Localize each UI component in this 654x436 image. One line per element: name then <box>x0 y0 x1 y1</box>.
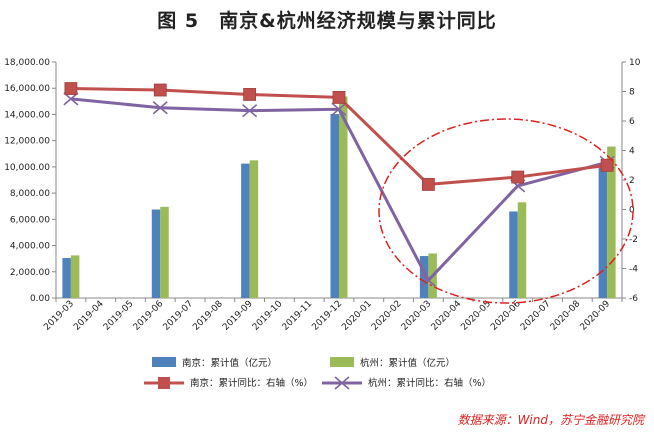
legend-item: 杭州：累计值（亿元） <box>330 357 455 369</box>
line-point <box>242 104 258 118</box>
legend-item: 杭州：累计同比：右轴（%） <box>322 376 491 390</box>
bar <box>241 163 250 298</box>
right-tick-label: -6 <box>629 294 638 304</box>
right-tick-label: -2 <box>629 235 638 245</box>
line-point <box>421 178 435 191</box>
bar <box>339 96 348 298</box>
legend-label: 南京：累计同比：右轴（%） <box>190 377 313 389</box>
line-point-stroke <box>152 101 168 115</box>
line-point-stroke <box>331 102 347 116</box>
left-tick-label: 8,000.00 <box>10 189 50 199</box>
x-tick-label: 2019-07 <box>162 299 196 333</box>
x-tick-label: 2019-09 <box>221 299 255 333</box>
chart-title: 图 5 南京&杭州经济规模与累计同比 <box>157 10 497 32</box>
bar <box>509 211 518 298</box>
x-axis-ticks: 2019-032019-042019-052019-062019-072019-… <box>42 298 623 333</box>
left-tick-label: 16,000.00 <box>4 84 50 94</box>
left-tick-label: 2,000.00 <box>10 268 50 278</box>
x-tick-label: 2020-01 <box>340 299 374 333</box>
left-tick-label: 18,000.00 <box>4 58 50 68</box>
left-tick-label: 12,000.00 <box>4 137 50 147</box>
x-tick-label: 2019-03 <box>42 299 76 333</box>
legend-marker <box>158 377 170 389</box>
bar <box>607 146 616 298</box>
source-note: 数据来源：Wind，苏宁金融研究院 <box>457 413 644 427</box>
line-point-stroke <box>420 273 436 287</box>
line-point <box>600 158 614 172</box>
x-tick-label: 2019-06 <box>132 299 166 333</box>
x-tick-label: 2019-12 <box>310 299 344 333</box>
legend-item: 南京：累计值（亿元） <box>152 357 277 369</box>
line-point-stroke <box>242 104 258 118</box>
bar <box>330 114 339 298</box>
line-point <box>243 88 257 101</box>
left-tick-label: 0.00 <box>30 294 50 304</box>
highlight-ellipse <box>378 118 634 304</box>
bar <box>151 209 161 298</box>
right-tick-label: 6 <box>629 117 635 127</box>
line-point <box>420 273 436 287</box>
x-tick-label: 2020-08 <box>549 299 583 333</box>
line-point <box>152 101 168 115</box>
x-tick-label: 2020-07 <box>519 299 553 333</box>
right-tick-label: -4 <box>629 265 638 275</box>
legend-label: 南京：累计值（亿元） <box>182 357 277 369</box>
lines-group <box>63 82 615 287</box>
right-tick-label: 8 <box>629 88 635 98</box>
line-point <box>331 102 347 116</box>
x-tick-label: 2019-11 <box>281 299 315 333</box>
annotation-group <box>378 118 634 304</box>
right-tick-label: 0 <box>629 206 635 216</box>
legend-label: 杭州：累计同比：右轴（%） <box>368 377 491 389</box>
x-tick-label: 2020-03 <box>400 299 434 333</box>
right-tick-label: 10 <box>629 58 641 68</box>
left-tick-label: 4,000.00 <box>10 242 50 252</box>
line-point <box>332 91 346 104</box>
bar <box>62 258 71 298</box>
bar <box>598 162 608 298</box>
left-tick-label: 14,000.00 <box>4 110 50 120</box>
left-axis-ticks: 0.00 2,000.00 4,000.00 6,000.00 8,000.00 10,0… <box>4 58 56 304</box>
x-tick-label: 2020-04 <box>430 299 464 333</box>
x-tick-label: 2020-02 <box>370 299 404 333</box>
right-axis-ticks: -6 -4 -2 0 2 4 6 8 10 <box>622 58 641 304</box>
line-point <box>511 170 525 184</box>
legend-swatch <box>152 357 176 367</box>
x-tick-label: 2020-09 <box>579 299 613 333</box>
right-tick-label: 4 <box>629 147 635 157</box>
legend: 南京：累计值（亿元） 杭州：累计值（亿元） 南京：累计同比：右轴（%） 杭州：累计同比… <box>144 357 491 390</box>
bars-group <box>62 96 616 298</box>
x-tick-label: 2019-05 <box>102 299 136 333</box>
x-tick-label: 2019-04 <box>72 299 106 333</box>
bar <box>70 255 80 298</box>
left-tick-label: 10,000.00 <box>4 163 50 173</box>
bar <box>249 160 259 298</box>
legend-swatch <box>330 357 354 367</box>
x-tick-label: 2019-08 <box>191 299 225 333</box>
x-tick-label: 2020-05 <box>459 299 493 333</box>
right-tick-label: 2 <box>629 176 635 186</box>
legend-marker <box>334 376 350 390</box>
bar <box>160 206 169 298</box>
legend-item: 南京：累计同比：右轴（%） <box>144 377 313 389</box>
bar <box>517 202 527 298</box>
x-tick-label: 2020-06 <box>489 299 523 333</box>
x-tick-label: 2019-10 <box>251 299 285 333</box>
legend-label: 杭州：累计值（亿元） <box>360 357 455 369</box>
left-tick-label: 6,000.00 <box>10 215 50 225</box>
line-point <box>64 82 78 95</box>
line-point <box>153 83 167 97</box>
